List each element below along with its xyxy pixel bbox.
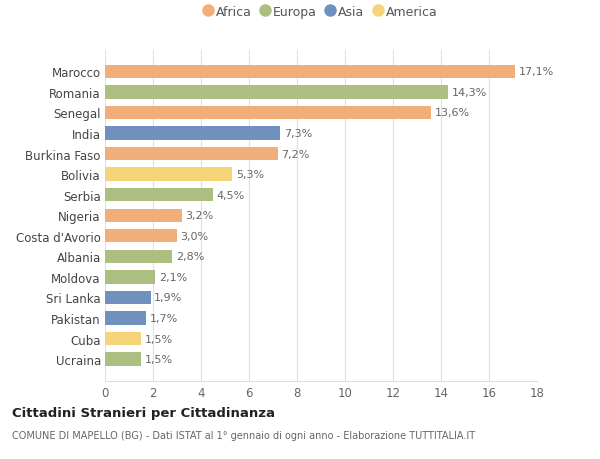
Text: 5,3%: 5,3% [236, 170, 264, 180]
Bar [105, 168, 232, 181]
Text: 2,8%: 2,8% [176, 252, 204, 262]
Bar [105, 271, 155, 284]
Bar [105, 332, 141, 346]
Text: 7,3%: 7,3% [284, 129, 312, 139]
Text: 3,2%: 3,2% [185, 211, 214, 221]
Text: 7,2%: 7,2% [281, 149, 310, 159]
Text: 1,9%: 1,9% [154, 293, 182, 303]
Text: 3,0%: 3,0% [181, 231, 209, 241]
Bar [105, 106, 431, 120]
Text: 1,5%: 1,5% [145, 354, 173, 364]
Text: 17,1%: 17,1% [519, 67, 554, 77]
Text: 1,5%: 1,5% [145, 334, 173, 344]
Bar [105, 250, 172, 263]
Bar [105, 353, 141, 366]
Bar [105, 147, 278, 161]
Bar [105, 127, 280, 140]
Legend: Africa, Europa, Asia, America: Africa, Europa, Asia, America [205, 6, 437, 18]
Bar [105, 230, 177, 243]
Text: 2,1%: 2,1% [159, 272, 187, 282]
Text: 13,6%: 13,6% [435, 108, 470, 118]
Text: 14,3%: 14,3% [452, 88, 487, 98]
Bar [105, 291, 151, 304]
Bar [105, 86, 448, 99]
Bar [105, 312, 146, 325]
Text: 1,7%: 1,7% [149, 313, 178, 323]
Bar [105, 189, 213, 202]
Text: COMUNE DI MAPELLO (BG) - Dati ISTAT al 1° gennaio di ogni anno - Elaborazione TU: COMUNE DI MAPELLO (BG) - Dati ISTAT al 1… [12, 431, 475, 441]
Bar [105, 66, 515, 79]
Text: Cittadini Stranieri per Cittadinanza: Cittadini Stranieri per Cittadinanza [12, 406, 275, 419]
Text: 4,5%: 4,5% [217, 190, 245, 200]
Bar [105, 209, 182, 223]
